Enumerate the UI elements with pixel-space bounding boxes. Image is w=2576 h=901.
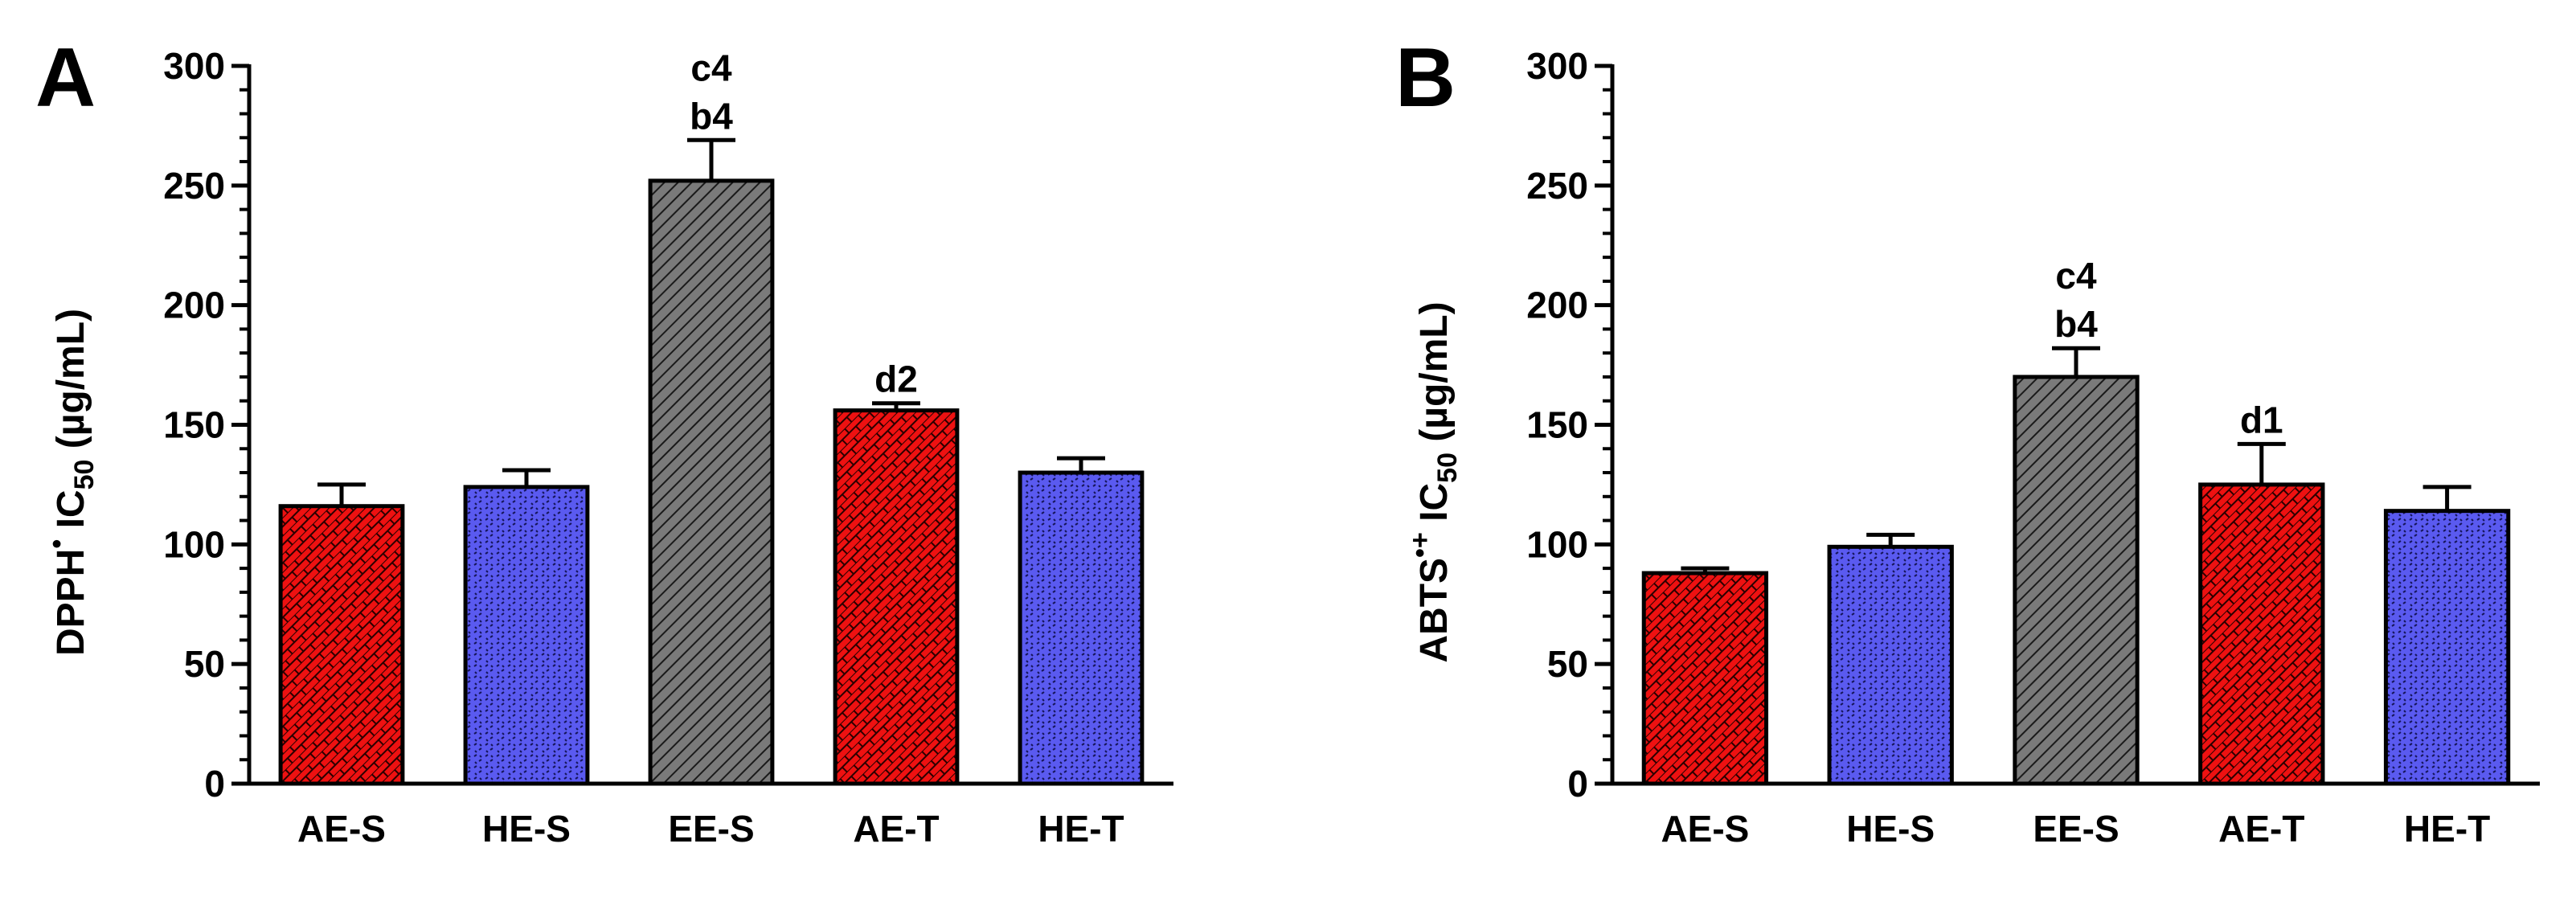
x-tick-label: AE-S — [1661, 808, 1749, 850]
significance-label: d2 — [874, 358, 918, 400]
y-tick-label: 50 — [184, 643, 225, 685]
x-tick-label: AE-S — [297, 808, 386, 850]
bars: c4 b4 d1 — [1641, 255, 2511, 786]
x-axis-labels: AE-S HE-S EE-S AE-T HE-T — [297, 808, 1124, 850]
y-axis-label: ABTS•+ IC50 (µg/mL) — [1405, 301, 1463, 662]
bar-ee-s — [2013, 375, 2140, 786]
bar-ae-t — [833, 408, 960, 786]
significance-label: c4 — [2055, 255, 2097, 297]
y-tick-label: 150 — [1526, 404, 1588, 446]
bar-ae-t — [2198, 482, 2325, 786]
y-tick-label: 0 — [1567, 763, 1588, 805]
x-tick-label: EE-S — [2033, 808, 2119, 850]
y-tick-label: 50 — [1547, 643, 1588, 685]
y-tick-label: 100 — [1526, 523, 1588, 565]
y-tick-label: 300 — [163, 45, 225, 87]
x-tick-label: AE-T — [2218, 808, 2304, 850]
y-axis-ticks: 0 50 100 150 200 250 300 — [1526, 45, 1612, 805]
panel-letter: B — [1395, 31, 1456, 125]
y-tick-label: 300 — [1526, 45, 1588, 87]
x-tick-label: AE-T — [853, 808, 939, 850]
significance-label: d1 — [2240, 399, 2283, 440]
x-tick-label: HE-S — [482, 808, 571, 850]
significance-label: b4 — [2054, 303, 2098, 345]
x-tick-label: EE-S — [668, 808, 754, 850]
bar-he-t — [1018, 470, 1145, 786]
x-axis-labels: AE-S HE-S EE-S AE-T HE-T — [1661, 808, 2490, 850]
y-tick-label: 100 — [163, 523, 225, 565]
y-tick-label: 0 — [204, 763, 225, 805]
y-axis-label: DPPH• IC50 (µg/mL) — [42, 309, 100, 656]
bar-he-s — [463, 485, 590, 786]
y-tick-label: 200 — [163, 285, 225, 326]
significance-label: b4 — [690, 95, 733, 137]
x-tick-label: HE-T — [2404, 808, 2490, 850]
bars: c4 b4 d2 — [278, 47, 1145, 786]
panel-a: A DPPH• IC50 (µg/mL) 050100150200250300 … — [35, 31, 1173, 850]
y-axis-ticks: 0 50 100 150 200 250 300 — [163, 45, 249, 805]
x-tick-label: HE-T — [1038, 808, 1124, 850]
bar-he-t — [2383, 509, 2511, 786]
x-tick-label: HE-S — [1846, 808, 1935, 850]
y-tick-label: 200 — [1526, 285, 1588, 326]
y-tick-label: 250 — [1526, 165, 1588, 207]
bar-ee-s — [648, 178, 775, 786]
y-tick-label: 250 — [163, 165, 225, 207]
significance-label: c4 — [690, 47, 732, 88]
bar-he-s — [1827, 544, 1954, 786]
bar-ae-s — [278, 504, 405, 786]
y-tick-label: 150 — [163, 404, 225, 446]
bar-ae-s — [1641, 571, 1769, 786]
panel-letter: A — [35, 31, 96, 125]
panel-b: B ABTS•+ IC50 (µg/mL) 0 50 100 150 200 250 300… — [1395, 31, 2540, 850]
